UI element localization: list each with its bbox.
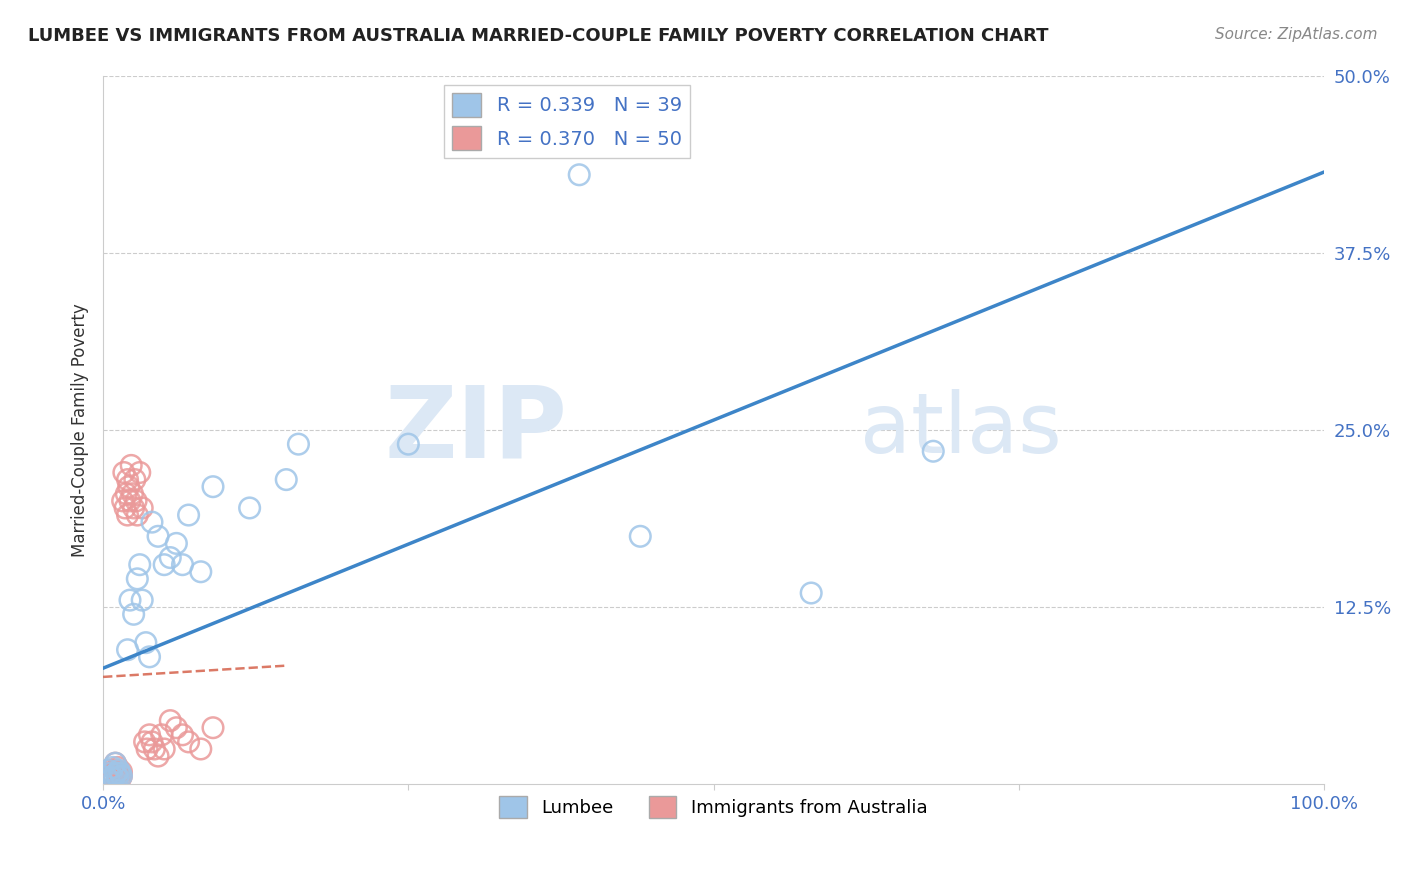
Point bbox=[107, 770, 129, 784]
Point bbox=[101, 760, 124, 774]
Point bbox=[127, 508, 149, 522]
Point bbox=[138, 728, 160, 742]
Point bbox=[118, 494, 141, 508]
Point bbox=[96, 766, 118, 780]
Point bbox=[136, 742, 159, 756]
Point bbox=[117, 508, 139, 522]
Point bbox=[103, 770, 125, 784]
Point bbox=[100, 770, 122, 784]
Point bbox=[628, 529, 651, 543]
Point bbox=[110, 769, 132, 783]
Point bbox=[118, 593, 141, 607]
Point bbox=[101, 767, 124, 781]
Point bbox=[276, 473, 298, 487]
Point bbox=[97, 764, 120, 778]
Point bbox=[127, 572, 149, 586]
Point bbox=[165, 536, 187, 550]
Point bbox=[128, 558, 150, 572]
Point bbox=[103, 772, 125, 786]
Point bbox=[100, 770, 122, 784]
Point bbox=[101, 773, 124, 788]
Point bbox=[122, 500, 145, 515]
Point bbox=[131, 500, 153, 515]
Point bbox=[201, 721, 224, 735]
Point bbox=[190, 565, 212, 579]
Point bbox=[110, 769, 132, 783]
Point bbox=[110, 766, 132, 780]
Point bbox=[172, 728, 194, 742]
Point bbox=[93, 770, 115, 784]
Point bbox=[239, 500, 262, 515]
Point bbox=[117, 473, 139, 487]
Point bbox=[107, 770, 129, 784]
Point bbox=[153, 558, 176, 572]
Point bbox=[120, 458, 142, 473]
Point bbox=[111, 494, 134, 508]
Point bbox=[98, 769, 121, 783]
Point bbox=[105, 766, 128, 780]
Point bbox=[125, 494, 148, 508]
Point bbox=[568, 168, 591, 182]
Point bbox=[104, 756, 127, 771]
Point bbox=[143, 742, 166, 756]
Point bbox=[287, 437, 309, 451]
Point bbox=[165, 721, 187, 735]
Point bbox=[112, 466, 135, 480]
Point bbox=[141, 515, 163, 529]
Point bbox=[128, 466, 150, 480]
Point bbox=[146, 529, 169, 543]
Point bbox=[110, 772, 132, 786]
Point bbox=[105, 766, 128, 780]
Point bbox=[124, 473, 146, 487]
Point bbox=[100, 766, 122, 780]
Legend: Lumbee, Immigrants from Australia: Lumbee, Immigrants from Australia bbox=[492, 789, 935, 825]
Point bbox=[98, 764, 121, 778]
Point bbox=[104, 756, 127, 771]
Point bbox=[115, 487, 138, 501]
Point bbox=[146, 749, 169, 764]
Point bbox=[96, 770, 118, 784]
Point bbox=[131, 593, 153, 607]
Text: Source: ZipAtlas.com: Source: ZipAtlas.com bbox=[1215, 27, 1378, 42]
Point bbox=[172, 558, 194, 572]
Point bbox=[118, 480, 141, 494]
Point bbox=[104, 764, 127, 778]
Point bbox=[190, 742, 212, 756]
Point bbox=[177, 508, 200, 522]
Point bbox=[150, 728, 173, 742]
Point bbox=[138, 649, 160, 664]
Point bbox=[121, 487, 143, 501]
Point bbox=[98, 773, 121, 788]
Point bbox=[104, 767, 127, 781]
Y-axis label: Married-Couple Family Poverty: Married-Couple Family Poverty bbox=[72, 303, 89, 557]
Point bbox=[153, 742, 176, 756]
Point bbox=[100, 766, 122, 780]
Point bbox=[94, 773, 117, 788]
Point bbox=[135, 635, 157, 649]
Point bbox=[108, 767, 131, 781]
Point bbox=[922, 444, 945, 458]
Point bbox=[108, 764, 131, 778]
Text: LUMBEE VS IMMIGRANTS FROM AUSTRALIA MARRIED-COUPLE FAMILY POVERTY CORRELATION CH: LUMBEE VS IMMIGRANTS FROM AUSTRALIA MARR… bbox=[28, 27, 1049, 45]
Point bbox=[117, 642, 139, 657]
Point bbox=[114, 500, 136, 515]
Point bbox=[177, 735, 200, 749]
Point bbox=[159, 550, 181, 565]
Point bbox=[141, 735, 163, 749]
Point bbox=[159, 714, 181, 728]
Point bbox=[396, 437, 419, 451]
Point bbox=[134, 735, 156, 749]
Point bbox=[107, 760, 129, 774]
Point bbox=[97, 772, 120, 786]
Point bbox=[122, 607, 145, 622]
Point bbox=[110, 764, 132, 779]
Text: ZIP: ZIP bbox=[384, 382, 567, 478]
Point bbox=[201, 480, 224, 494]
Point bbox=[800, 586, 823, 600]
Text: atlas: atlas bbox=[860, 390, 1062, 470]
